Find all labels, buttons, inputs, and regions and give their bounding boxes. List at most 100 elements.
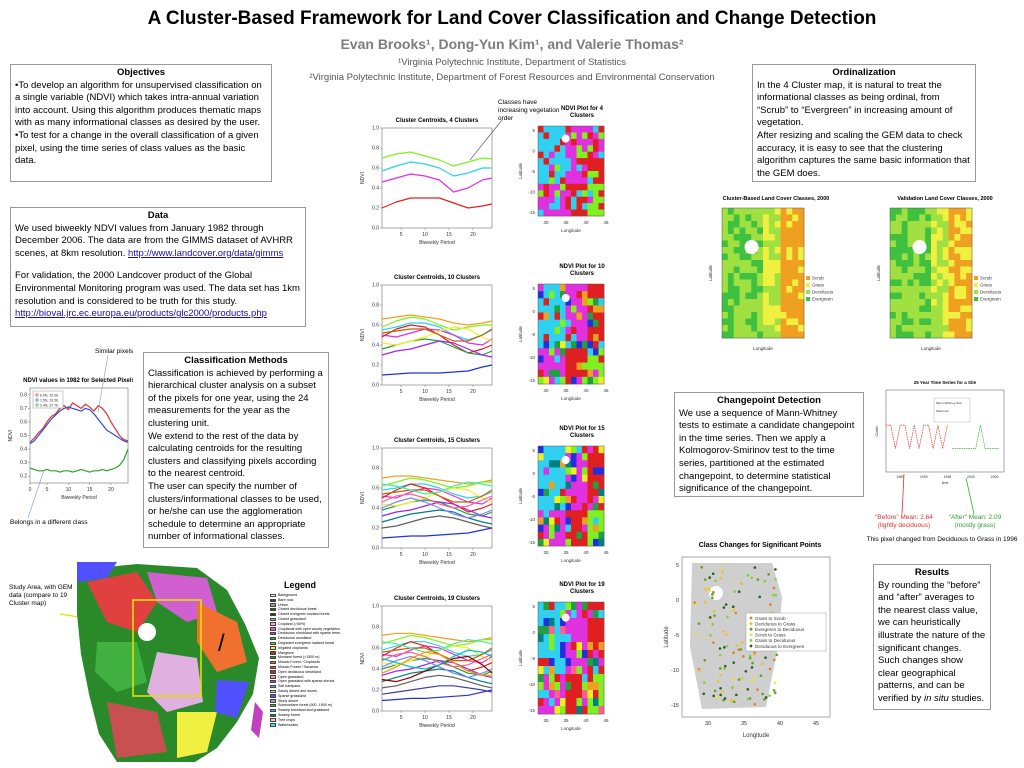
- glc2000-link[interactable]: http://bioval.jrc.ec.europa.eu/products/…: [15, 308, 267, 320]
- series-line-3: [381, 641, 493, 658]
- map-cell: [739, 240, 746, 248]
- classification-text-2: We extend to the rest of the data by cal…: [148, 430, 317, 480]
- map-cell: [538, 453, 544, 461]
- map-cell: [549, 602, 555, 611]
- y-axis-label: NDVI: [360, 492, 366, 504]
- map-cell: [901, 208, 908, 215]
- gimms-link[interactable]: http://www.landcover.org/data/gimms: [128, 247, 284, 259]
- map-cell: [538, 312, 544, 321]
- map-cell: [587, 666, 594, 675]
- map-cell: [598, 698, 605, 707]
- map-cell: [560, 503, 566, 511]
- change-point: [772, 658, 776, 662]
- map-cell: [954, 286, 961, 293]
- map-cell: [942, 214, 949, 222]
- ordinalization-text-2: After resizing and scaling the GEM data …: [757, 129, 970, 179]
- x-tick-label: 40: [583, 220, 589, 225]
- map-cell: [768, 221, 776, 228]
- map-cell: [925, 318, 932, 326]
- y-tick-label: -5: [531, 656, 535, 661]
- map-cell: [792, 247, 799, 254]
- map-cell: [576, 488, 583, 497]
- map-cell: [543, 674, 550, 683]
- map-cell: [554, 642, 561, 651]
- change-point: [750, 666, 754, 669]
- change-point: [721, 690, 724, 693]
- map-cell: [587, 446, 594, 454]
- validation-landcover-map: Validation Land Cover Classes, 2000 Scru…: [870, 196, 1020, 364]
- map-cell: [598, 369, 605, 378]
- map-cell: [554, 341, 561, 349]
- map-cell: [757, 286, 764, 293]
- map-cell: [543, 634, 550, 643]
- map-cell: [907, 331, 914, 339]
- map-cell: [925, 240, 932, 248]
- map-cell: [554, 319, 561, 328]
- map-cell: [538, 602, 544, 611]
- lake-victoria: [561, 294, 570, 302]
- map-cell: [538, 488, 544, 497]
- map-cell: [538, 171, 544, 178]
- change-point: [716, 680, 720, 683]
- map-cell: [763, 227, 770, 235]
- legend-title: Legend: [284, 580, 317, 590]
- change-point: [707, 587, 711, 591]
- legend-swatch: [270, 684, 276, 689]
- change-point: [753, 676, 756, 680]
- map-cell: [727, 266, 735, 274]
- map-cell: [587, 488, 594, 497]
- map-cell: [780, 221, 787, 228]
- map-cell: [774, 299, 781, 306]
- map-cell: [576, 666, 583, 675]
- time-series-chart: 25 Year Time Series for a Site 1985 1990 19…: [868, 376, 1018, 501]
- map-cell: [913, 253, 920, 261]
- map-cell: [582, 481, 588, 490]
- map-cell: [538, 674, 544, 683]
- map-cell: [571, 460, 577, 468]
- map-cell: [890, 221, 897, 228]
- data-box: Data We used biweekly NDVI values from J…: [10, 207, 306, 327]
- map-cell: [582, 334, 588, 342]
- change-point: [700, 566, 704, 569]
- map-cell: [786, 305, 793, 313]
- map-cell: [571, 183, 577, 191]
- map-cell: [913, 234, 920, 241]
- change-point: [709, 634, 712, 637]
- map-cell: [598, 531, 605, 540]
- map-cell: [733, 247, 740, 254]
- map-cell: [890, 247, 897, 254]
- map-cell: [954, 299, 961, 306]
- map-cell: [925, 234, 932, 241]
- map-cell: [543, 132, 550, 140]
- map-cell: [745, 208, 752, 215]
- map-cell: [798, 299, 805, 306]
- map-cell: [786, 227, 793, 235]
- data-text-2: For validation, the 2000 Landcover produ…: [15, 270, 300, 307]
- land-mass: [690, 563, 782, 709]
- map-cell: [565, 446, 572, 454]
- map-cell: [780, 273, 787, 280]
- map-cell: [733, 266, 740, 274]
- change-point: [726, 615, 729, 619]
- map-cell: [780, 227, 787, 235]
- map-cell: [739, 227, 746, 235]
- map-cell: [774, 279, 781, 287]
- map-cell: [560, 203, 566, 210]
- legend-label: Closed grassland: [278, 616, 306, 621]
- map-cell: [954, 266, 961, 274]
- map-cell: [774, 247, 781, 254]
- map-cell: [942, 279, 949, 287]
- change-point: [731, 605, 735, 608]
- map-cell: [890, 318, 897, 326]
- map-cell: [780, 247, 787, 254]
- map-cell: [895, 247, 903, 254]
- y-tick-label: 5: [532, 286, 535, 291]
- map-cell: [774, 331, 781, 339]
- map-cell: [565, 138, 572, 146]
- map-cell: [745, 279, 752, 287]
- map-cell: [538, 319, 544, 328]
- pixel-change-note: This pixel changed from Deciduous to Gra…: [866, 536, 1018, 543]
- map-cell: [890, 227, 897, 235]
- map-cell: [571, 610, 577, 619]
